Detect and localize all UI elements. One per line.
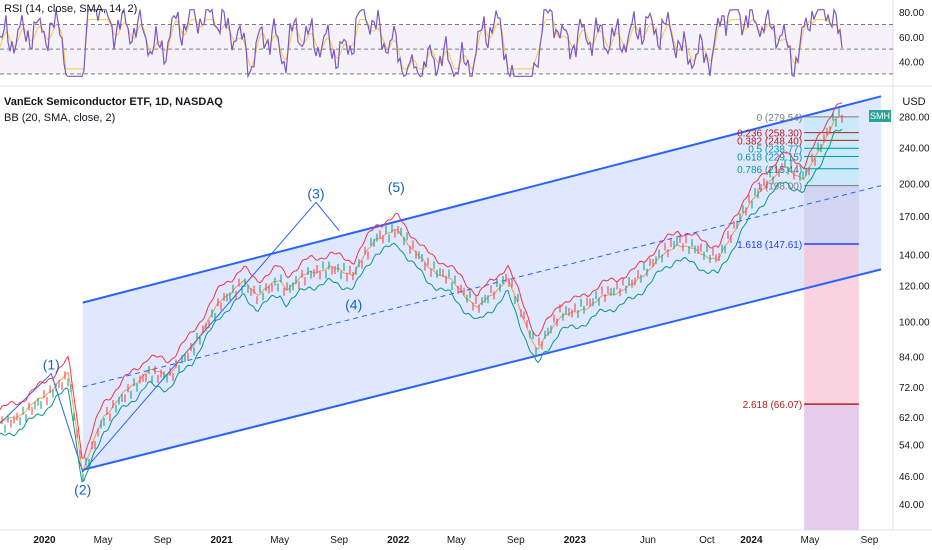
time-tick-label: May — [94, 535, 113, 546]
fib-level-label: 2.618 (66.07) — [743, 400, 803, 411]
price-tick-label: 54.00 — [899, 440, 924, 451]
time-tick-label: 2020 — [33, 535, 56, 546]
rsi-tick-label: 60.00 — [899, 33, 924, 44]
fib-zone-blue — [804, 185, 859, 245]
symbol-price-tag: SMH — [869, 110, 891, 122]
fib-level-label: 0.382 (248.40) — [737, 136, 802, 147]
price-tick-label: 240.00 — [899, 143, 930, 154]
rsi-line — [0, 7, 843, 79]
fib-level-label: 1.618 (147.61) — [737, 240, 802, 251]
time-tick-label: 2022 — [387, 535, 410, 546]
time-tick-label: May — [447, 535, 466, 546]
price-tick-label: 46.00 — [899, 472, 924, 483]
elliott-wave-label: (4) — [345, 296, 362, 312]
price-tick-label: 84.00 — [899, 352, 924, 363]
time-tick-label: May — [801, 535, 820, 546]
time-tick-label: Sep — [330, 535, 348, 546]
bollinger-indicator-label[interactable]: BB (20, SMA, close, 2) — [4, 112, 116, 124]
fib-level-label: 0.618 (229.15) — [737, 152, 802, 163]
symbol-title[interactable]: VanEck Semiconductor ETF, 1D, NASDAQ — [4, 96, 223, 108]
time-tick-label: Sep — [861, 535, 879, 546]
channel-fill — [82, 96, 882, 470]
bollinger-upper-band — [0, 102, 843, 459]
price-tick-label: 100.00 — [899, 318, 930, 329]
fib-level-label: 1 (198.00) — [757, 182, 803, 193]
fib-level-label: 0 (279.54) — [757, 113, 803, 124]
channel-upper-line — [82, 95, 882, 304]
elliott-wave-label: (2) — [74, 482, 91, 498]
elliott-wave-label: (1) — [43, 357, 60, 373]
bollinger-lower-band — [0, 128, 843, 483]
time-tick-label: Oct — [699, 535, 715, 546]
time-tick-label: Sep — [507, 535, 525, 546]
time-tick-label: Sep — [154, 535, 172, 546]
price-tick-label: 40.00 — [899, 500, 924, 511]
time-tick-label: May — [270, 535, 289, 546]
price-tick-label: 120.00 — [899, 281, 930, 292]
currency-label[interactable]: USD — [902, 96, 926, 108]
price-tick-label: 200.00 — [899, 180, 930, 191]
rsi-ma-line — [0, 19, 843, 70]
channel-lower-line — [82, 268, 882, 471]
rsi-tick-label: 80.00 — [899, 8, 924, 19]
time-tick-label: 2024 — [740, 535, 763, 546]
fib-zone-purple — [804, 404, 859, 530]
elliott-wave-path — [315, 202, 340, 231]
price-tick-label: 72.00 — [899, 383, 924, 394]
fib-level-label: 0.236 (258.30) — [737, 129, 802, 140]
time-tick-label: Jun — [640, 535, 656, 546]
rsi-indicator-label[interactable]: RSI (14, close, SMA, 14, 2) — [4, 3, 138, 15]
price-tick-label: 170.00 — [899, 212, 930, 223]
price-tick-label: 280.00 — [899, 113, 930, 124]
fib-level-label: 0.5 (238.77) — [748, 144, 802, 155]
price-tick-label: 62.00 — [899, 413, 924, 424]
time-tick-label: 2023 — [564, 535, 587, 546]
price-tick-label: 140.00 — [899, 251, 930, 262]
rsi-tick-label: 40.00 — [899, 58, 924, 69]
elliott-wave-label: (5) — [388, 179, 405, 195]
elliott-wave-label: (3) — [307, 185, 324, 201]
time-tick-label: 2021 — [210, 535, 233, 546]
